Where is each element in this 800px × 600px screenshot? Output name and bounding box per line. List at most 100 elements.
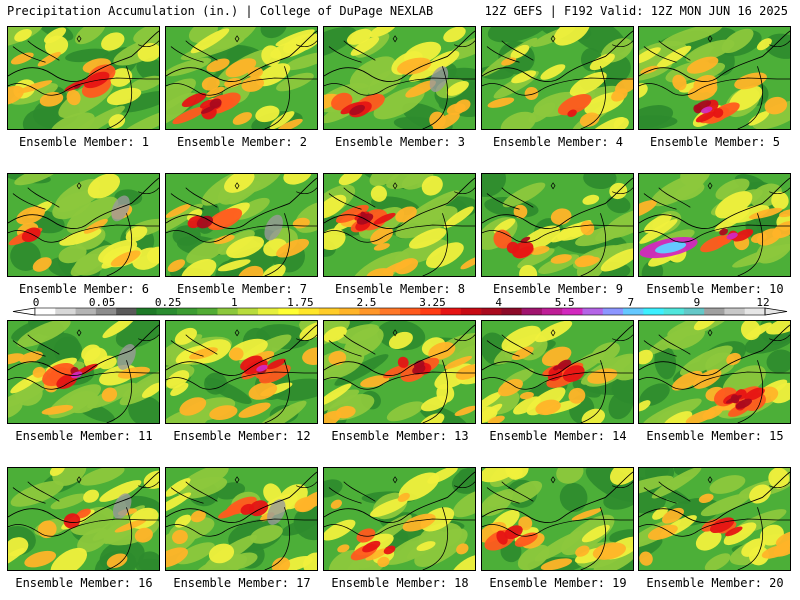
colorbar-swatch — [156, 308, 178, 315]
ensemble-member-label: Ensemble Member: 1 — [18, 135, 150, 149]
ensemble-member-map — [323, 320, 476, 424]
map-title: Precipitation Accumulation (in.) | Colle… — [7, 4, 434, 18]
colorbar-tick-label: 2.5 — [356, 296, 377, 309]
ensemble-member-label: Ensemble Member: 5 — [649, 135, 781, 149]
colorbar-tick-label: 9 — [693, 296, 701, 309]
ensemble-member-label: Ensemble Member: 12 — [173, 429, 311, 443]
ensemble-member-map — [481, 26, 634, 130]
precipitation-field — [639, 321, 790, 423]
ensemble-member-label: Ensemble Member: 19 — [489, 576, 627, 590]
colorbar-swatch — [501, 308, 522, 315]
colorbar-tick-label: 0 — [32, 296, 40, 309]
ensemble-member-label: Ensemble Member: 6 — [18, 282, 150, 296]
precipitation-field — [166, 321, 317, 423]
ensemble-member-map — [7, 173, 160, 277]
precipitation-field — [639, 468, 790, 570]
colorbar-swatch — [744, 308, 766, 315]
precipitation-field — [482, 27, 633, 129]
ensemble-member-label: Ensemble Member: 20 — [646, 576, 784, 590]
colorbar-swatch — [683, 308, 705, 315]
colorbar-swatch — [339, 308, 360, 315]
ensemble-member-map — [481, 467, 634, 571]
precipitation-field — [8, 27, 159, 129]
ensemble-member-label: Ensemble Member: 8 — [334, 282, 466, 296]
ensemble-member-label: Ensemble Member: 9 — [492, 282, 624, 296]
colorbar-swatch — [35, 308, 56, 315]
ensemble-member-label: Ensemble Member: 2 — [176, 135, 308, 149]
colorbar-swatch — [95, 308, 117, 315]
colorbar-min-arrow — [12, 307, 36, 316]
colorbar-swatch — [602, 308, 624, 315]
precipitation-field — [482, 321, 633, 423]
precipitation-field — [8, 468, 159, 570]
ensemble-member-map — [323, 173, 476, 277]
colorbar-swatch — [359, 308, 381, 315]
ensemble-member-map — [323, 467, 476, 571]
valid-time-label: 12Z GEFS | F192 Valid: 12Z MON JUN 16 20… — [484, 4, 788, 18]
ensemble-member-map — [7, 320, 160, 424]
colorbar-swatch — [176, 308, 198, 315]
ensemble-member-label: Ensemble Member: 18 — [331, 576, 469, 590]
ensemble-member-map — [165, 173, 318, 277]
colorbar-tick-label: 0.05 — [88, 296, 116, 309]
colorbar-swatch — [400, 308, 421, 315]
colorbar-swatch — [278, 308, 299, 315]
colorbar-swatch — [318, 308, 340, 315]
ensemble-member-map — [481, 320, 634, 424]
precipitation-colorbar — [12, 307, 788, 316]
colorbar-tick-label: 0.25 — [154, 296, 182, 309]
precipitation-field — [324, 174, 475, 276]
ensemble-member-map — [638, 173, 791, 277]
colorbar-swatch — [481, 308, 502, 315]
ensemble-member-map — [323, 26, 476, 130]
colorbar-swatch — [704, 308, 725, 315]
precipitation-field — [639, 27, 790, 129]
colorbar-swatch — [136, 308, 157, 315]
colorbar-swatch — [75, 308, 97, 315]
colorbar-tick-label: 1.75 — [287, 296, 314, 309]
precipitation-field — [324, 468, 475, 570]
colorbar-swatch — [420, 308, 441, 315]
ensemble-member-map — [638, 26, 791, 130]
precipitation-field — [324, 27, 475, 129]
ensemble-member-label: Ensemble Member: 7 — [176, 282, 308, 296]
ensemble-member-label: Ensemble Member: 10 — [646, 282, 784, 296]
colorbar-tick-label: 7 — [627, 296, 635, 309]
colorbar-tick-label: 1 — [230, 296, 238, 309]
colorbar-swatch — [460, 308, 482, 315]
colorbar-swatch — [298, 308, 320, 315]
colorbar-swatch — [258, 308, 279, 315]
colorbar-swatch — [440, 308, 462, 315]
colorbar-swatch — [55, 308, 76, 315]
ensemble-member-label: Ensemble Member: 15 — [646, 429, 784, 443]
colorbar-tick-label: 4 — [495, 296, 502, 309]
ensemble-member-label: Ensemble Member: 16 — [15, 576, 153, 590]
precipitation-field — [482, 174, 633, 276]
ensemble-member-map — [165, 26, 318, 130]
precipitation-field — [166, 27, 317, 129]
colorbar-swatch — [237, 308, 259, 315]
ensemble-member-label: Ensemble Member: 11 — [15, 429, 153, 443]
colorbar-swatch — [379, 308, 401, 315]
colorbar-swatch — [623, 308, 644, 315]
ensemble-member-map — [7, 467, 160, 571]
colorbar-swatch — [116, 308, 137, 315]
ensemble-member-map — [7, 26, 160, 130]
colorbar-swatch — [663, 308, 685, 315]
precipitation-field — [8, 321, 159, 423]
colorbar-swatch — [582, 308, 604, 315]
colorbar-swatch — [217, 308, 239, 315]
colorbar-tick-label: 5.5 — [554, 296, 575, 309]
ensemble-member-map — [638, 467, 791, 571]
ensemble-member-map — [638, 320, 791, 424]
colorbar-swatch — [521, 308, 543, 315]
colorbar-tick-label: 3.25 — [419, 296, 446, 309]
ensemble-member-label: Ensemble Member: 17 — [173, 576, 311, 590]
precipitation-field — [166, 174, 317, 276]
colorbar-max-arrow — [764, 307, 788, 316]
colorbar-swatch — [643, 308, 664, 315]
colorbar-swatch — [197, 308, 218, 315]
ensemble-member-label: Ensemble Member: 3 — [334, 135, 466, 149]
precipitation-field — [166, 468, 317, 570]
precipitation-field — [8, 174, 159, 276]
